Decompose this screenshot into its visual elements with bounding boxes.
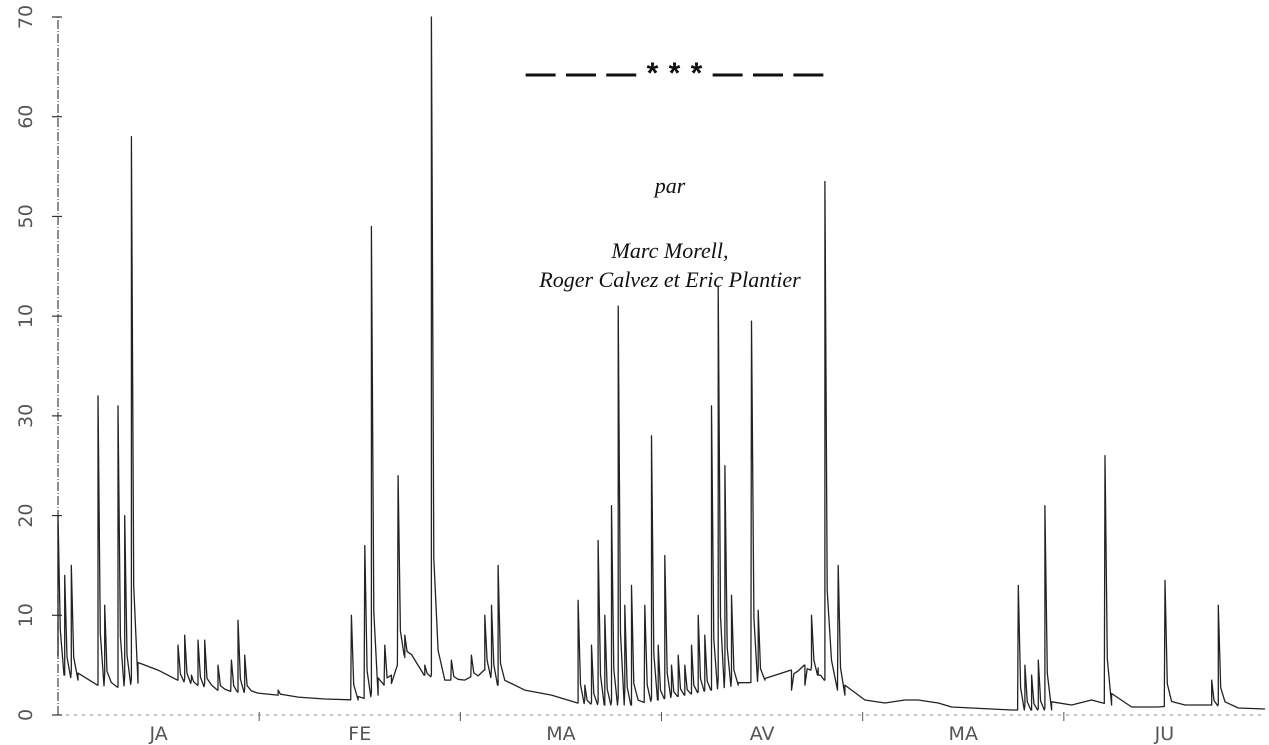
discharge-line [57,16,1266,711]
authors-line-2: Roger Calvez et Eric Plantier [539,267,801,292]
x-month-label: JA [148,723,167,745]
authors: Marc Morell, Roger Calvez et Eric Planti… [500,236,840,294]
x-month-label: FE [348,723,371,745]
x-month-label: MA [546,723,575,745]
y-tick-label: 50 [15,204,37,228]
y-tick-label: 30 [15,404,37,428]
x-axis: JA FE MA AV MA JU [148,712,1174,745]
y-tick-label: 10 [15,603,37,627]
text-par: par [654,173,686,198]
separator-stars: — — — * * * — — — [525,57,825,90]
y-tick-label: 20 [15,503,37,527]
x-month-label: MA [949,723,978,745]
x-month-label: JU [1154,723,1175,745]
series [57,16,1266,711]
y-axis: 0 10 20 30 10 50 60 70 [15,5,1265,721]
x-month-label: AV [750,723,775,745]
y-tick-label: 70 [15,5,37,29]
y-tick-label: 0 [15,709,37,721]
authors-line-1: Marc Morell, [611,238,729,263]
y-tick-label: 10 [15,304,37,328]
y-tick-label: 60 [15,105,37,129]
